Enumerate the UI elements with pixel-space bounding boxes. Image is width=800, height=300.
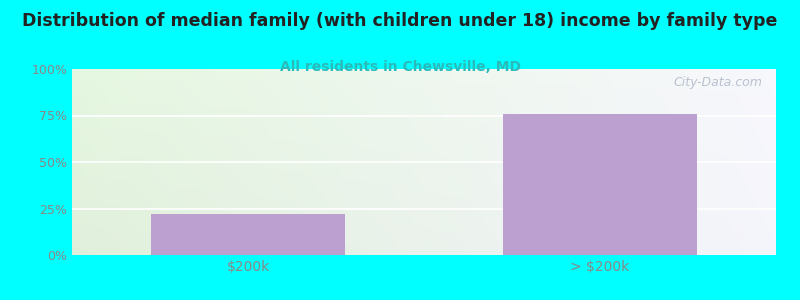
Text: Distribution of median family (with children under 18) income by family type: Distribution of median family (with chil… xyxy=(22,12,778,30)
Text: All residents in Chewsville, MD: All residents in Chewsville, MD xyxy=(279,60,521,74)
Bar xyxy=(503,114,697,255)
Text: City-Data.com: City-Data.com xyxy=(673,76,762,89)
Bar xyxy=(151,214,345,255)
